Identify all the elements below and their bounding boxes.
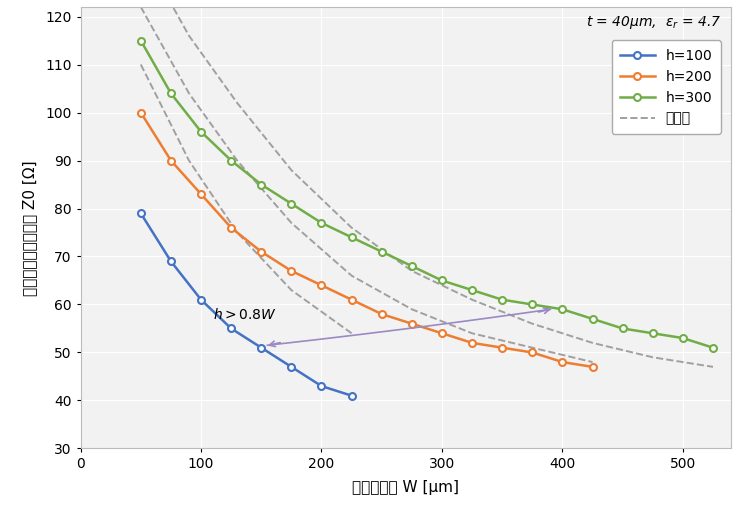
- h=200: [588, 364, 597, 370]
- h=100: [196, 296, 205, 303]
- h=300: [648, 330, 657, 336]
- h=200: [347, 296, 356, 303]
- 近似式: [232, 229, 241, 236]
- h=100: [287, 364, 296, 370]
- h=300: [257, 181, 266, 187]
- Text: $h > 0.8W$: $h > 0.8W$: [213, 307, 277, 322]
- 近似式: [287, 287, 296, 293]
- h=300: [618, 326, 627, 332]
- h=200: [257, 249, 266, 255]
- h=300: [407, 263, 416, 269]
- Legend: h=100, h=200, h=300, 近似式: h=100, h=200, h=300, 近似式: [612, 40, 721, 134]
- h=300: [588, 316, 597, 322]
- Text: $t$ = 40μm,  $ε_r$ = 4.7: $t$ = 40μm, $ε_r$ = 4.7: [586, 13, 721, 31]
- h=300: [438, 278, 446, 284]
- 近似式: [184, 158, 193, 164]
- h=300: [287, 201, 296, 207]
- h=300: [167, 90, 176, 96]
- Line: h=200: h=200: [137, 109, 596, 370]
- h=300: [497, 296, 506, 303]
- Line: h=100: h=100: [137, 210, 355, 399]
- Line: h=300: h=300: [137, 37, 717, 351]
- h=100: [257, 345, 266, 351]
- h=300: [137, 37, 145, 44]
- h=100: [167, 258, 176, 264]
- h=200: [377, 311, 386, 317]
- h=300: [196, 129, 205, 135]
- 近似式: [137, 61, 145, 68]
- h=100: [347, 393, 356, 399]
- h=200: [558, 359, 567, 365]
- h=200: [137, 110, 145, 116]
- X-axis label: パターン幅 W [μm]: パターン幅 W [μm]: [352, 480, 459, 495]
- h=200: [407, 321, 416, 327]
- Line: 近似式: 近似式: [141, 65, 351, 333]
- h=200: [497, 345, 506, 351]
- h=300: [468, 287, 477, 293]
- h=200: [528, 349, 537, 355]
- h=200: [438, 330, 446, 336]
- h=300: [347, 234, 356, 240]
- h=300: [678, 335, 687, 341]
- h=200: [227, 225, 235, 231]
- h=200: [287, 268, 296, 274]
- h=100: [137, 210, 145, 217]
- h=200: [317, 282, 326, 288]
- 近似式: [347, 330, 356, 336]
- Y-axis label: 特性インピーダンス Z0 [Ω]: 特性インピーダンス Z0 [Ω]: [21, 160, 37, 295]
- h=300: [227, 158, 235, 164]
- h=200: [468, 340, 477, 346]
- h=200: [167, 158, 176, 164]
- h=200: [196, 191, 205, 197]
- h=300: [317, 220, 326, 226]
- h=300: [377, 249, 386, 255]
- h=300: [528, 302, 537, 308]
- h=300: [558, 306, 567, 312]
- h=100: [227, 326, 235, 332]
- h=300: [708, 345, 717, 351]
- h=100: [317, 383, 326, 389]
